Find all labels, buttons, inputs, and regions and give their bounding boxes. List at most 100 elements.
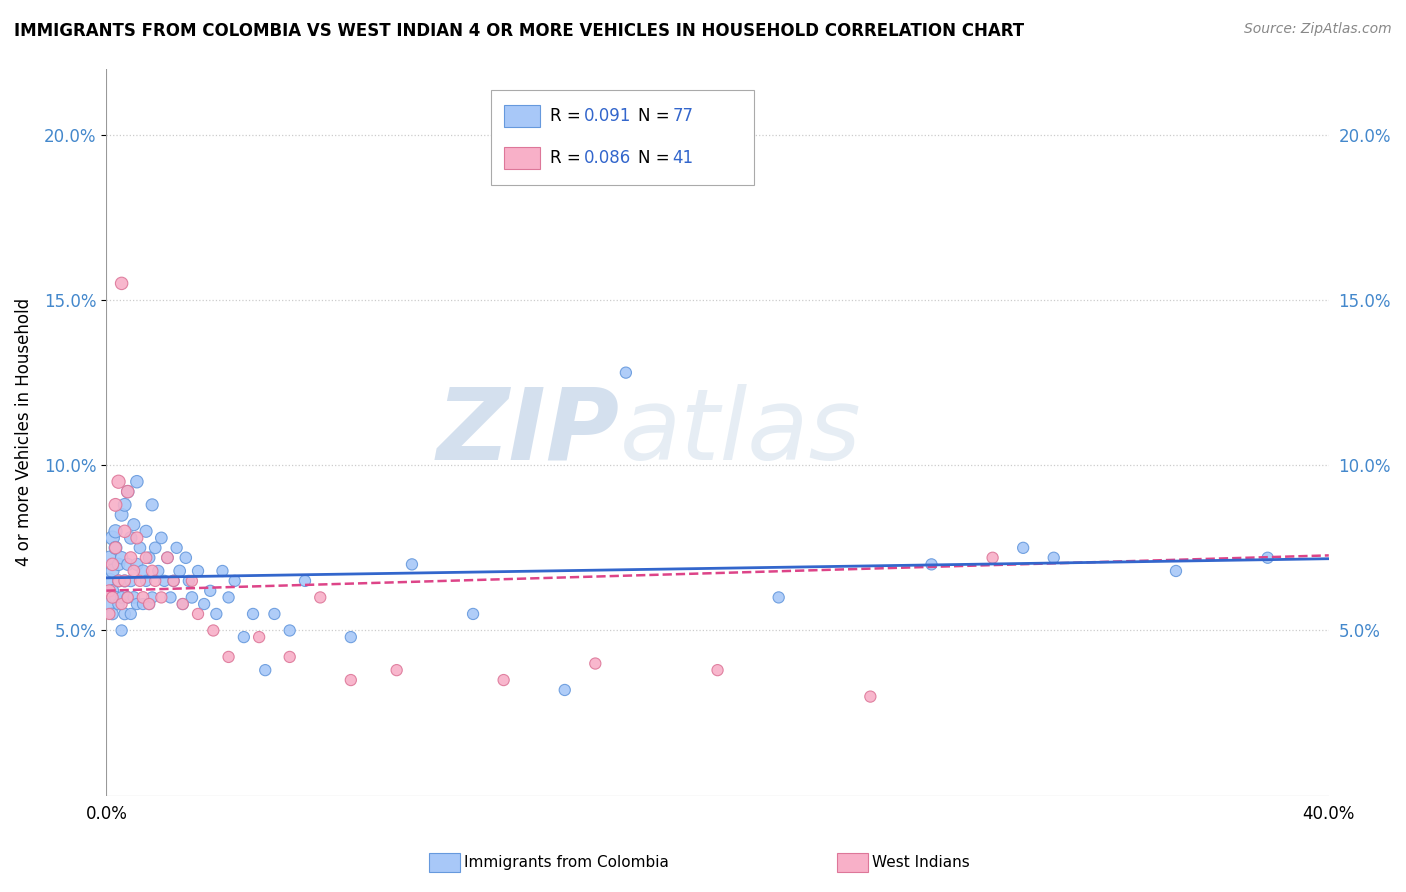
Point [129,574,152,588]
Point [162,574,184,588]
Point [141,564,163,578]
Point [104,498,127,512]
Point [172,597,194,611]
Point [107,574,129,588]
Point [117,591,139,605]
Point [101,564,124,578]
Text: Source: ZipAtlas.com: Source: ZipAtlas.com [1244,22,1392,37]
Point [125,597,148,611]
Point [125,531,148,545]
Point [211,564,233,578]
Text: N =: N = [638,107,675,125]
Point [101,558,124,572]
Point [132,591,155,605]
Point [166,541,188,555]
Point [187,607,209,621]
Point [135,524,157,539]
Point [110,277,132,291]
Text: West Indians: West Indians [872,855,970,870]
FancyBboxPatch shape [503,147,540,169]
Point [117,484,139,499]
Point [104,524,127,539]
Point [981,550,1004,565]
Point [110,591,132,605]
Point [1042,550,1064,565]
Point [98,550,121,565]
Text: Immigrants from Colombia: Immigrants from Colombia [464,855,669,870]
Point [254,663,277,677]
Point [138,597,160,611]
Point [125,475,148,489]
Point [177,574,200,588]
Point [1012,541,1035,555]
Text: 41: 41 [672,149,693,167]
Point [135,574,157,588]
Point [104,541,127,555]
Point [172,597,194,611]
Point [169,564,191,578]
Text: 0.086: 0.086 [585,149,631,167]
Point [401,558,423,572]
FancyBboxPatch shape [503,105,540,127]
Point [98,607,121,621]
Point [107,558,129,572]
Text: 77: 77 [672,107,693,125]
Point [114,607,136,621]
Point [202,624,225,638]
Point [104,541,127,555]
Point [159,591,181,605]
Point [122,564,145,578]
Point [180,591,202,605]
Point [110,624,132,638]
Point [162,574,184,588]
Point [232,630,254,644]
Point [110,508,132,522]
Point [150,531,173,545]
Point [242,607,264,621]
Point [107,475,129,489]
Point [104,591,127,605]
Point [768,591,790,605]
Point [294,574,316,588]
Point [340,673,363,687]
Point [122,517,145,532]
Point [921,558,943,572]
Point [125,558,148,572]
Point [247,630,270,644]
Point [218,649,240,664]
Point [132,597,155,611]
Point [180,574,202,588]
Point [101,607,124,621]
Point [114,524,136,539]
Point [583,657,606,671]
Text: R =: R = [550,149,586,167]
Point [174,550,197,565]
Point [156,550,179,565]
Text: atlas: atlas [620,384,862,481]
Point [141,591,163,605]
Point [492,673,515,687]
Point [385,663,408,677]
Point [200,583,222,598]
Point [120,550,142,565]
Point [129,541,152,555]
Point [135,550,157,565]
Point [218,591,240,605]
Point [101,591,124,605]
Point [110,597,132,611]
Point [340,630,363,644]
Point [263,607,285,621]
Point [110,550,132,565]
Point [278,624,301,638]
Point [143,574,166,588]
Point [117,484,139,499]
Point [132,564,155,578]
Point [101,531,124,545]
Point [614,366,637,380]
Point [120,607,142,621]
Point [1164,564,1187,578]
Point [156,550,179,565]
Point [98,597,121,611]
Point [138,597,160,611]
Point [143,541,166,555]
